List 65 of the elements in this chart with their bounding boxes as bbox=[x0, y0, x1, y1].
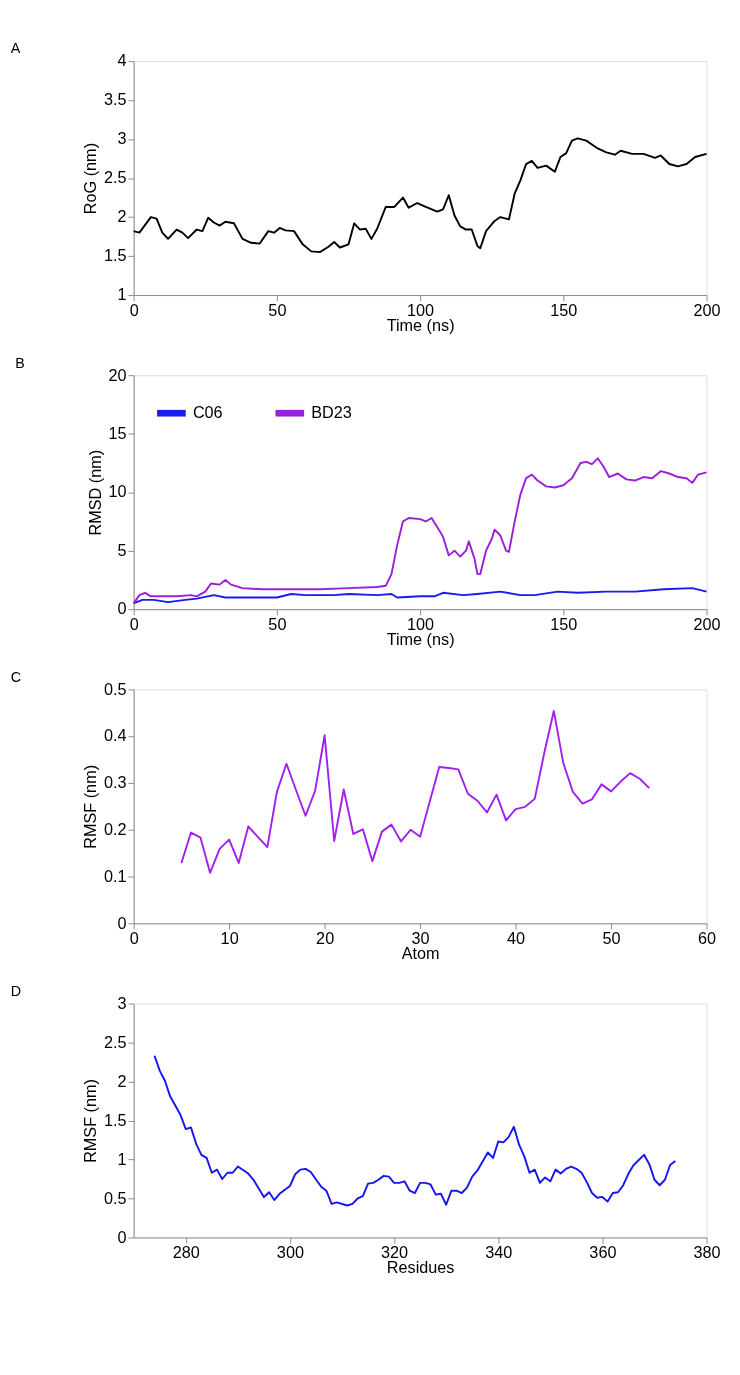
x-tick-label: 40 bbox=[507, 928, 526, 947]
y-tick-label: 1 bbox=[117, 285, 127, 304]
x-tick-label: 340 bbox=[485, 1243, 513, 1261]
x-axis-title: Residues bbox=[386, 1258, 455, 1277]
x-tick-label: 380 bbox=[693, 1243, 721, 1261]
x-tick-label: 0 bbox=[129, 300, 139, 319]
line-series bbox=[132, 137, 708, 254]
y-tick-label: 2 bbox=[117, 1071, 127, 1090]
x-tick-label: 280 bbox=[172, 1243, 200, 1261]
y-tick-label: 20 bbox=[108, 365, 127, 384]
x-tick-label: 150 bbox=[550, 614, 578, 633]
text: B bbox=[15, 354, 25, 371]
y-tick-label: 15 bbox=[108, 423, 127, 442]
y-tick-label: 3.5 bbox=[103, 90, 127, 109]
y-tick-label: 5 bbox=[117, 540, 127, 559]
x-tick-label: 360 bbox=[589, 1243, 617, 1261]
legend-label: BD23 bbox=[311, 402, 352, 421]
y-tick-label: 0.4 bbox=[103, 726, 127, 745]
y-tick-label: 0.2 bbox=[103, 820, 127, 839]
line-series bbox=[180, 709, 651, 874]
y-tick-label: 1.5 bbox=[103, 1110, 127, 1129]
text: D bbox=[10, 982, 22, 999]
x-axis-title: Time (ns) bbox=[386, 630, 455, 648]
text: C bbox=[10, 668, 22, 685]
y-tick-label: 2 bbox=[117, 207, 127, 226]
x-tick-label: 300 bbox=[276, 1243, 304, 1261]
x-tick-label: 200 bbox=[693, 614, 721, 633]
y-tick-label: 3 bbox=[117, 129, 127, 148]
line-series bbox=[132, 457, 708, 605]
x-tick-label: 0 bbox=[129, 928, 139, 947]
y-tick-label: 10 bbox=[108, 482, 127, 501]
y-tick-label: 0.1 bbox=[103, 866, 127, 885]
y-axis-title: RMSF (nm) bbox=[81, 764, 100, 849]
text: A bbox=[10, 40, 21, 57]
y-axis-title: RMSD (nm) bbox=[85, 449, 104, 536]
y-tick-label: 0 bbox=[117, 913, 127, 932]
y-axis-title: RoG (nm) bbox=[81, 142, 100, 215]
x-tick-label: 30 bbox=[411, 928, 430, 947]
x-tick-label: 10 bbox=[220, 928, 239, 947]
y-tick-label: 0.3 bbox=[103, 773, 127, 792]
y-tick-label: 0 bbox=[117, 1227, 127, 1246]
y-tick-label: 0 bbox=[117, 599, 127, 618]
x-tick-label: 50 bbox=[602, 928, 621, 947]
y-tick-label: 0.5 bbox=[103, 679, 127, 698]
legend-label: C06 bbox=[192, 402, 223, 421]
x-tick-label: 200 bbox=[693, 300, 721, 319]
x-axis-title: Atom bbox=[401, 944, 440, 963]
x-tick-label: 320 bbox=[381, 1243, 409, 1261]
y-tick-label: 0.5 bbox=[103, 1188, 127, 1207]
y-tick-label: 3 bbox=[117, 993, 127, 1012]
y-tick-label: 1.5 bbox=[103, 246, 127, 265]
y-tick-label: 4 bbox=[117, 51, 127, 70]
y-tick-label: 2.5 bbox=[103, 1032, 127, 1051]
x-tick-label: 20 bbox=[316, 928, 335, 947]
x-tick-label: 50 bbox=[268, 614, 287, 633]
y-axis-title: RMSF (nm) bbox=[81, 1079, 100, 1163]
line-series bbox=[132, 587, 708, 605]
x-tick-label: 50 bbox=[268, 300, 287, 319]
x-tick-label: 150 bbox=[550, 300, 578, 319]
y-tick-label: 2.5 bbox=[103, 168, 127, 187]
x-tick-label: 100 bbox=[407, 614, 435, 633]
x-tick-label: 0 bbox=[129, 614, 139, 633]
x-tick-label: 60 bbox=[698, 928, 717, 947]
y-tick-label: 1 bbox=[117, 1149, 127, 1168]
line-series bbox=[153, 1054, 677, 1207]
